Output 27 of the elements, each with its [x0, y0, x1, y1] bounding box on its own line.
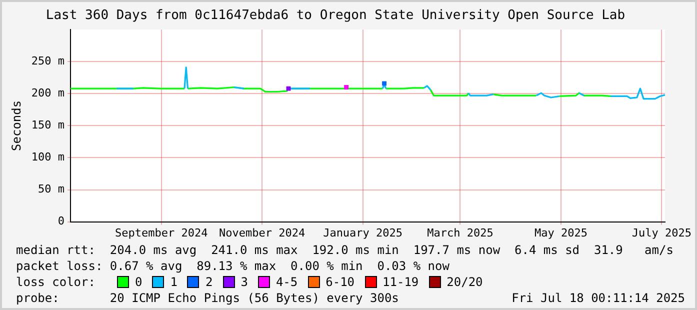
legend-label: 2	[205, 274, 213, 290]
y-tick-label: 200 m	[31, 86, 65, 100]
text: packet loss: 0.67 % avg 89.13 % max 0.00 % min 0.03 % now	[16, 258, 450, 274]
y-tick-label: 0	[58, 214, 65, 228]
legend-title: loss color:	[16, 274, 96, 290]
y-tick-label: 50 m	[38, 182, 65, 196]
y-tick-label: 250 m	[31, 54, 65, 68]
y-tick-label: 100 m	[31, 150, 65, 164]
text: Fri Jul 18 00:11:14 2025	[512, 290, 685, 306]
y-axis-title: Seconds	[9, 100, 24, 151]
x-tick-label: January 2025	[323, 226, 403, 240]
legend-label: 11-19	[382, 274, 419, 290]
x-tick-label: November 2024	[219, 226, 306, 240]
chart-title: Last 360 Days from 0c11647ebda6 to Oregon State University Open Source Lab	[46, 8, 626, 24]
legend-label: 3	[240, 274, 248, 290]
x-tick-label: July 2025	[632, 226, 692, 240]
legend-label: 4-5	[276, 274, 298, 290]
legend-label: 20/20	[446, 274, 483, 290]
legend-label: 6-10	[326, 274, 355, 290]
x-tick-label: March 2025	[427, 226, 494, 240]
x-tick-label: September 2024	[114, 226, 208, 240]
y-tick-label: 150 m	[31, 118, 65, 132]
text: median rtt: 204.0 ms avg 241.0 ms max 192.0 ms min 197.7 ms now 6.4 ms sd 31.9 am/s	[16, 242, 674, 258]
legend-label: 1	[170, 274, 178, 290]
legend-label: 0	[135, 274, 142, 290]
x-tick-label: May 2025	[534, 226, 588, 240]
text: probe: 20 ICMP Echo Pings (56 Bytes) every 300s	[16, 290, 399, 306]
